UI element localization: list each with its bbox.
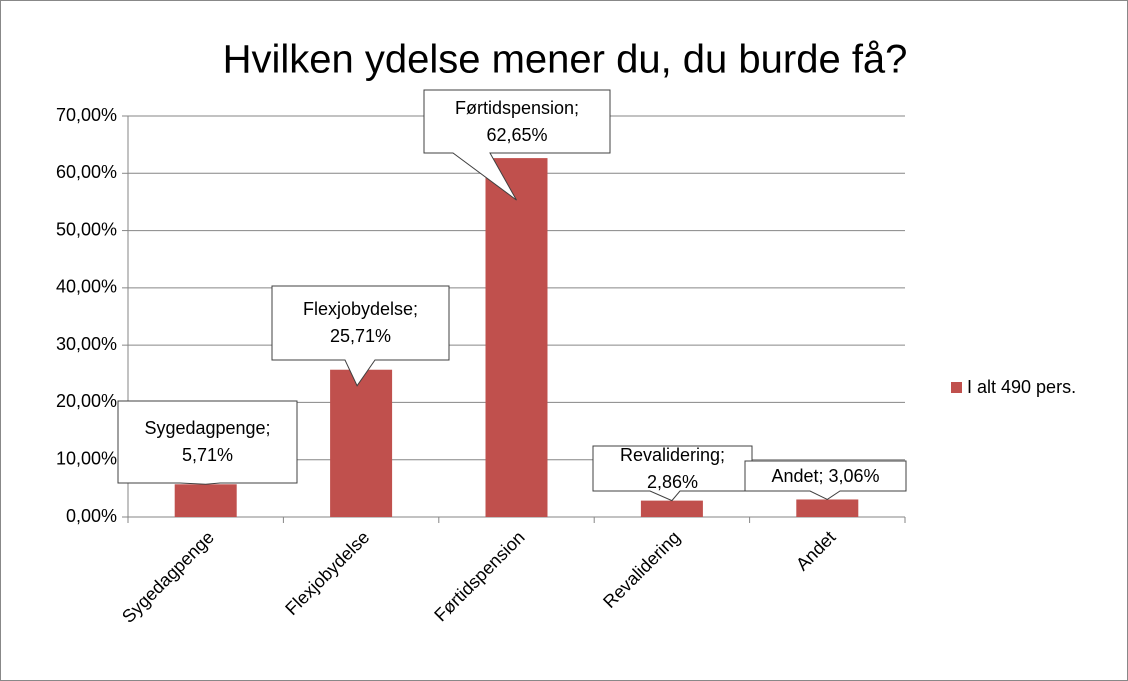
y-tick-label: 40,00% <box>56 277 117 297</box>
data-label: Førtidspension; 62,65% <box>454 97 580 145</box>
bar <box>330 369 393 517</box>
data-label: Revalidering; 2,86% <box>619 444 726 492</box>
y-tick-label: 10,00% <box>56 448 117 468</box>
data-label: Flexjobydelse; 25,71% <box>302 299 419 346</box>
legend-label: I alt 490 pers. <box>967 377 1076 397</box>
callout <box>271 285 450 387</box>
y-tick-label: 20,00% <box>56 391 117 411</box>
y-tick-label: 60,00% <box>56 162 117 182</box>
bar <box>485 158 548 518</box>
y-tick-label: 0,00% <box>66 506 117 526</box>
y-tick-label: 70,00% <box>56 105 117 125</box>
data-label: Sygedagpenge; 5,71% <box>144 418 271 465</box>
callout <box>592 445 753 502</box>
y-tick-label: 50,00% <box>56 219 117 239</box>
callout <box>117 400 298 485</box>
bar <box>640 500 703 517</box>
callout <box>423 89 611 201</box>
legend-swatch <box>951 382 962 393</box>
bar <box>796 499 859 517</box>
data-label: Andet; 3,06% <box>771 465 880 486</box>
callout <box>744 460 907 501</box>
y-tick-label: 30,00% <box>56 334 117 354</box>
chart-title: Hvilken ydelse mener du, du burde få? <box>223 38 908 82</box>
bar <box>174 484 237 517</box>
